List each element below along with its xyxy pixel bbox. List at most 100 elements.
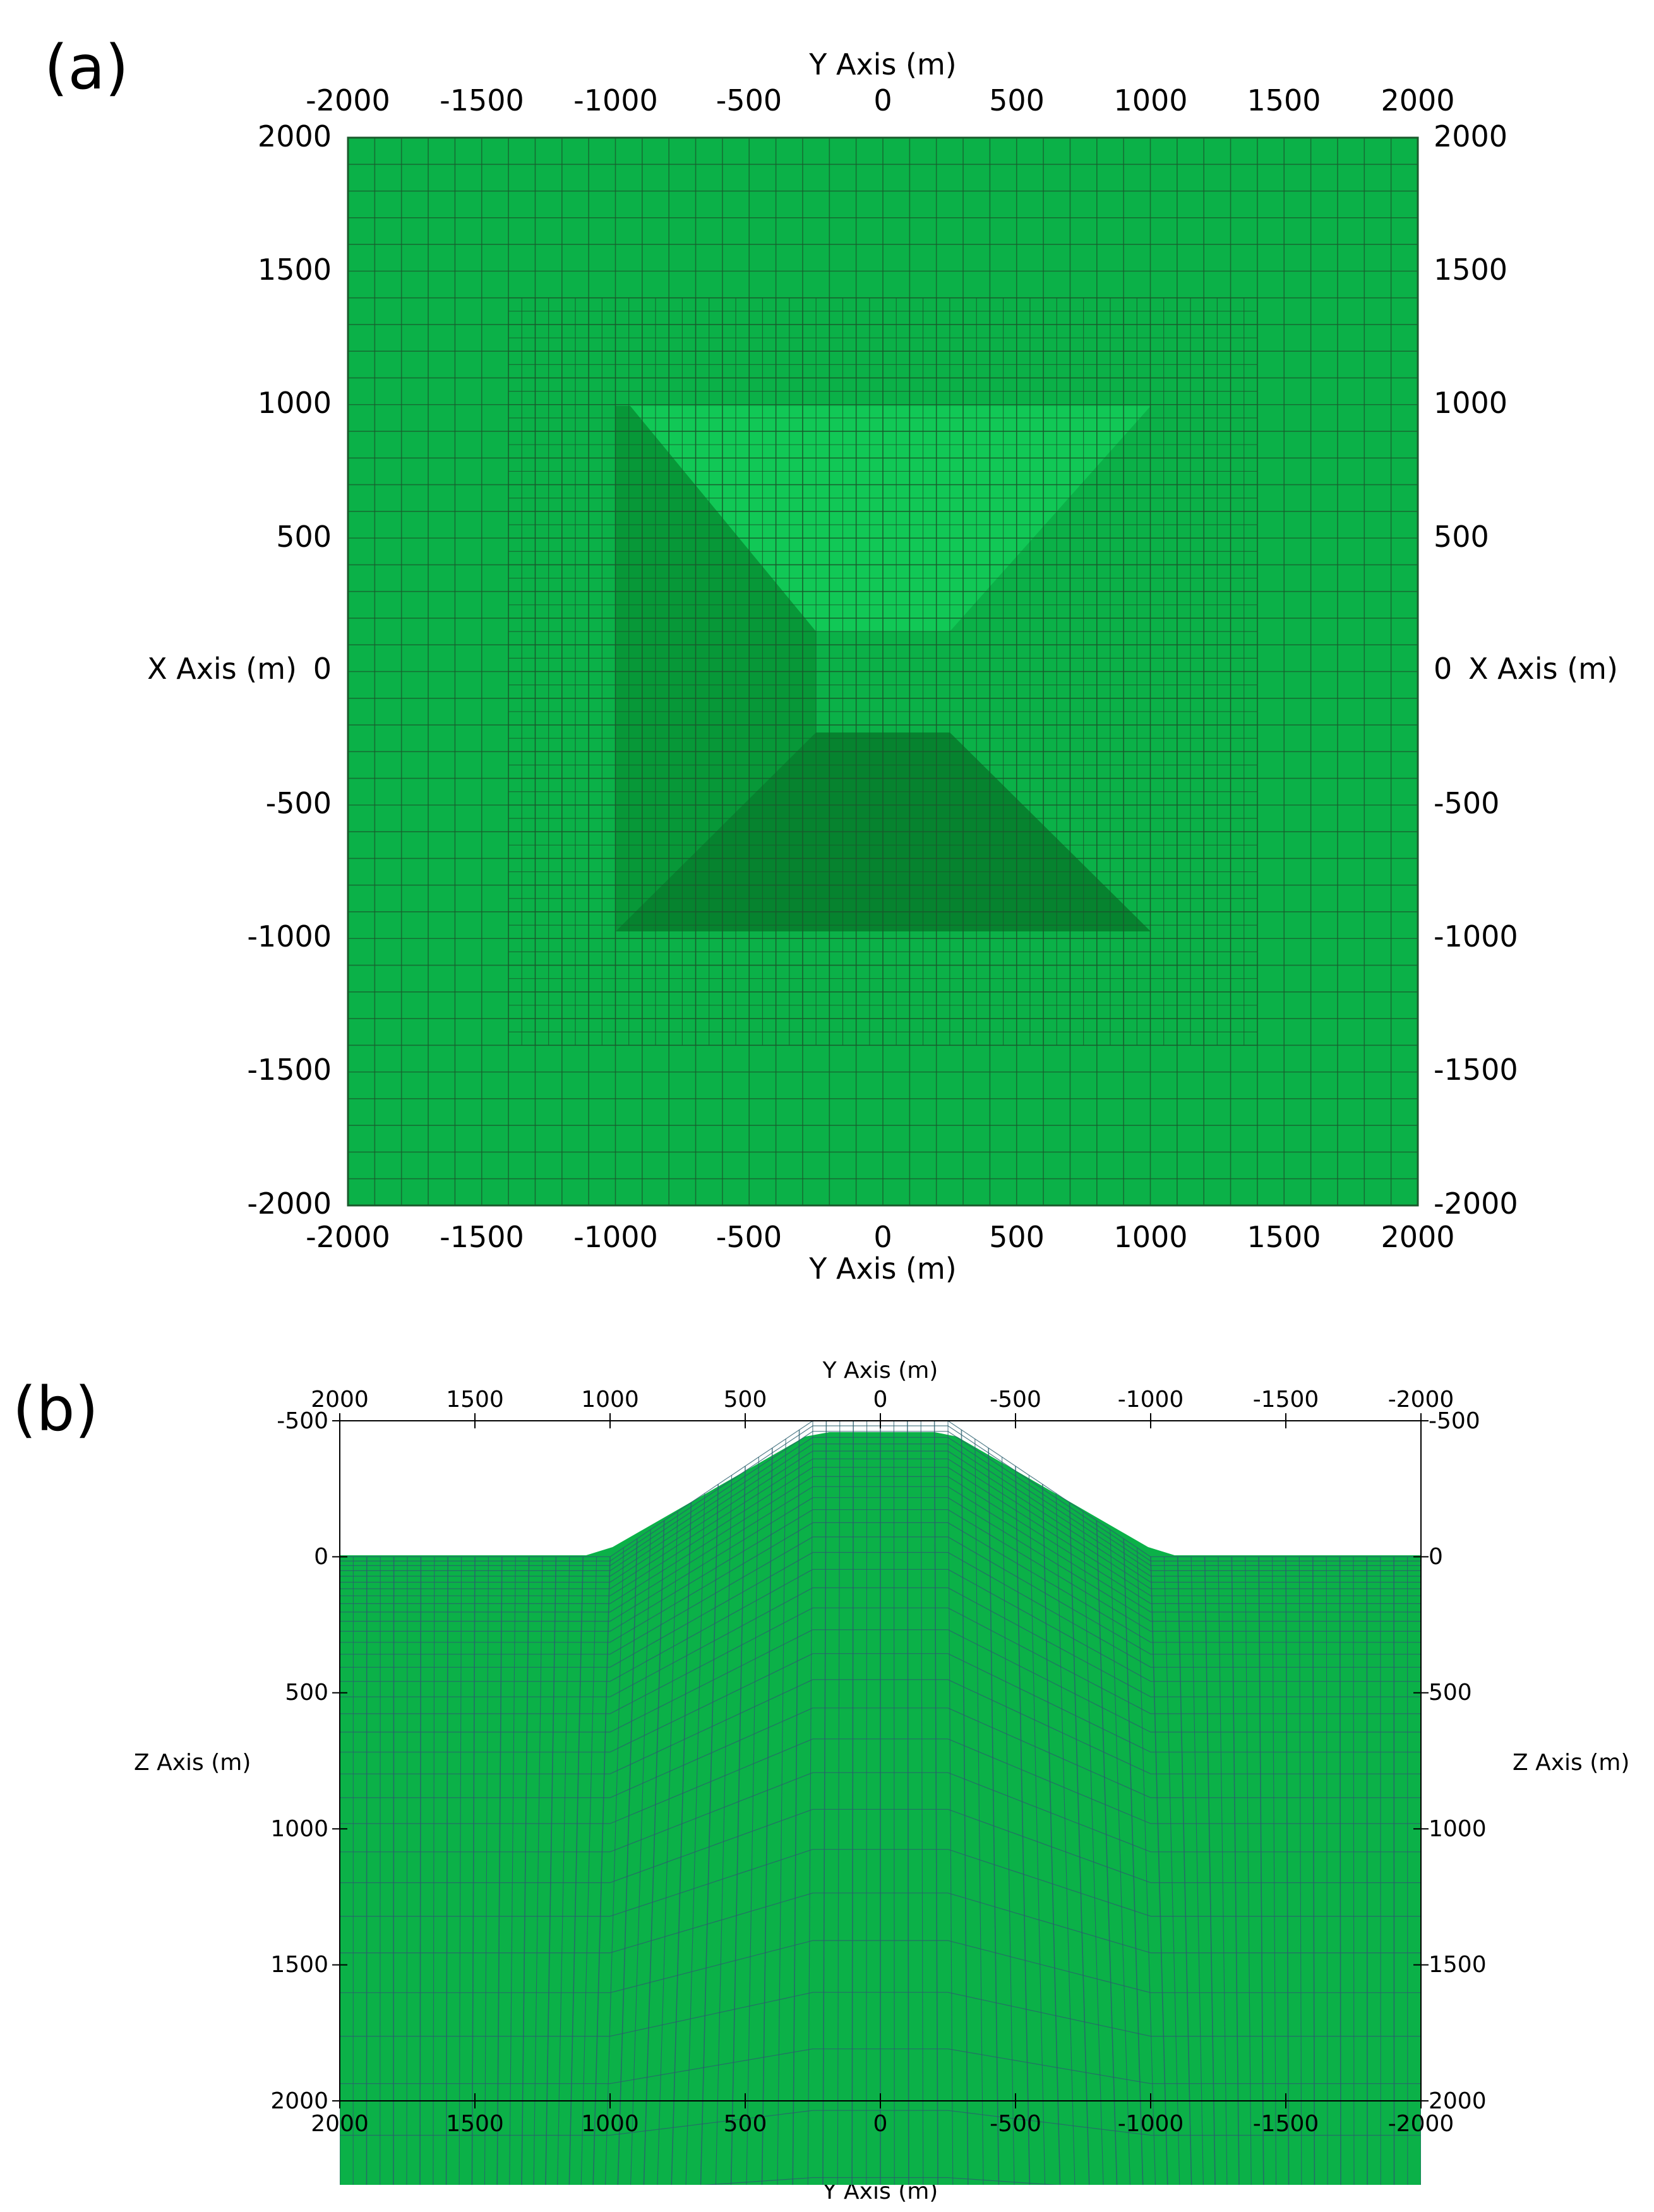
mesh-line — [340, 2110, 1421, 2136]
mesh-line — [433, 1557, 435, 2185]
mesh-line — [1163, 1557, 1180, 2185]
mesh-line — [1082, 1511, 1104, 2185]
mesh-line — [715, 1475, 733, 2185]
y-tick-label: 1000 — [1113, 83, 1187, 117]
y-tick-label: 1000 — [581, 1387, 639, 1413]
mesh-line — [521, 1557, 530, 2185]
mesh-line — [851, 1421, 854, 2185]
mesh-line — [907, 1421, 909, 2185]
mesh-line — [643, 1520, 665, 2185]
x-tick-label: 1500 — [1434, 253, 1507, 287]
mesh-line — [1110, 1529, 1130, 2185]
mesh-line — [1002, 1457, 1015, 2185]
mesh-line — [1258, 1557, 1264, 2185]
panel-b-top-axis-title: Y Axis (m) — [822, 1358, 938, 1384]
y-tick-label: -500 — [716, 83, 782, 117]
mesh-line — [568, 1557, 584, 2185]
mesh-line — [974, 1438, 984, 2185]
mesh-line — [340, 2048, 1421, 2084]
mesh-line — [792, 1430, 800, 2185]
mesh-line — [1353, 1557, 1355, 2185]
mesh-line — [580, 1557, 597, 2185]
mesh-line — [988, 1448, 1000, 2185]
y-tick-label: 1500 — [446, 1387, 504, 1413]
y-tick-label: 2000 — [311, 1387, 369, 1413]
y-tick-label: -1000 — [573, 1220, 658, 1254]
mesh-line — [471, 1557, 476, 2185]
y-tick-label: -2000 — [1388, 2111, 1454, 2137]
y-tick-label: 1500 — [1247, 1220, 1321, 1254]
mesh-line — [1028, 1475, 1046, 2185]
mesh-line — [380, 1557, 381, 2185]
mesh-line — [1272, 1557, 1277, 2185]
panel-b-left-axis-title: Z Axis (m) — [134, 1750, 251, 1776]
x-tick-label: -500 — [266, 786, 332, 820]
panel-a-right-tick-labels: 2000 1500 1000 500 0 -500 -1000 -1500 -2… — [1434, 119, 1518, 1221]
y-tick-label: -1500 — [440, 83, 524, 117]
x-tick-label: 2000 — [1434, 119, 1507, 153]
mesh-line — [496, 1557, 503, 2185]
mesh-line — [340, 1808, 1421, 1884]
mesh-line — [340, 1679, 1421, 1774]
panel-a-label: (a) — [44, 32, 129, 103]
y-tick-label: -500 — [990, 2111, 1041, 2137]
y-tick-label: -500 — [716, 1220, 782, 1254]
y-tick-label: 1500 — [1247, 83, 1321, 117]
mesh-line — [340, 1421, 1421, 1557]
mesh-line — [1298, 1557, 1302, 2185]
panel-b-axes — [332, 1413, 1429, 2108]
mesh-line — [1190, 1557, 1204, 2185]
y-tick-label: 1000 — [1113, 1220, 1187, 1254]
mesh-line — [1150, 1557, 1168, 2185]
mesh-line — [340, 1437, 1421, 1571]
mesh-line — [1204, 1557, 1216, 2185]
panel-a: (a) Y Axis (m) Y Axis (m) X Axis (m) X A… — [44, 32, 1618, 1286]
mesh-line — [340, 1607, 1421, 1714]
x-tick-label: 0 — [313, 652, 332, 686]
z-tick-label: -500 — [1429, 1408, 1480, 1434]
mesh-line — [1218, 1557, 1228, 2185]
mesh-line — [1123, 1538, 1144, 2185]
panel-b-left-tick-labels: -500 0 500 1000 1500 2000 — [270, 1408, 328, 2114]
x-tick-label: -1500 — [247, 1053, 332, 1087]
mesh-line — [1055, 1493, 1076, 2185]
x-tick-label: 1500 — [258, 253, 332, 287]
mesh-line — [340, 1551, 1421, 1668]
panel-a-top-tick-labels: -2000 -1500 -1000 -500 0 500 1000 1500 2… — [306, 83, 1454, 117]
panel-a-top-axis-title: Y Axis (m) — [808, 47, 956, 81]
y-tick-label: -1000 — [1118, 2111, 1184, 2137]
mesh-line — [340, 1476, 1421, 1605]
x-tick-label: 1000 — [1434, 386, 1507, 420]
x-tick-label: -500 — [1434, 786, 1499, 820]
x-tick-label: 500 — [276, 520, 332, 554]
mesh-line — [671, 1502, 692, 2185]
z-tick-label: 2000 — [1429, 2088, 1487, 2114]
panel-b-label: (b) — [13, 1374, 99, 1445]
x-tick-label: -1000 — [1434, 919, 1518, 954]
mesh-line — [1339, 1557, 1341, 2185]
z-tick-label: 1500 — [1429, 1952, 1487, 1978]
mesh-line — [1312, 1557, 1315, 2185]
mesh-line — [340, 1467, 1421, 1596]
panel-a-frame — [347, 136, 1419, 1207]
z-tick-label: 500 — [285, 1680, 328, 1706]
x-tick-label: -2000 — [247, 1187, 332, 1221]
mesh-line — [340, 1522, 1421, 1643]
upper-triangle-region — [630, 406, 1151, 631]
panel-a-right-axis-title: X Axis (m) — [1468, 652, 1618, 686]
mesh-line — [630, 1529, 651, 2185]
y-tick-label: 500 — [724, 2111, 767, 2137]
mesh-line — [340, 1892, 1421, 1954]
y-tick-label: -1500 — [1253, 2111, 1319, 2137]
mesh-line — [920, 1421, 924, 2185]
x-tick-label: 2000 — [258, 119, 332, 153]
mesh-line — [947, 1421, 954, 2185]
mesh-line — [445, 1557, 448, 2185]
mesh-line — [340, 1629, 1421, 1733]
mesh-line — [617, 1538, 638, 2185]
mesh-line — [1326, 1557, 1328, 2185]
panel-b-top-tick-labels: 2000 1500 1000 500 0 -500 -1000 -1500 -2… — [311, 1387, 1454, 1413]
y-tick-label: 2000 — [311, 2111, 369, 2137]
z-tick-label: 0 — [1429, 1544, 1443, 1570]
mesh-line — [340, 1772, 1421, 1853]
